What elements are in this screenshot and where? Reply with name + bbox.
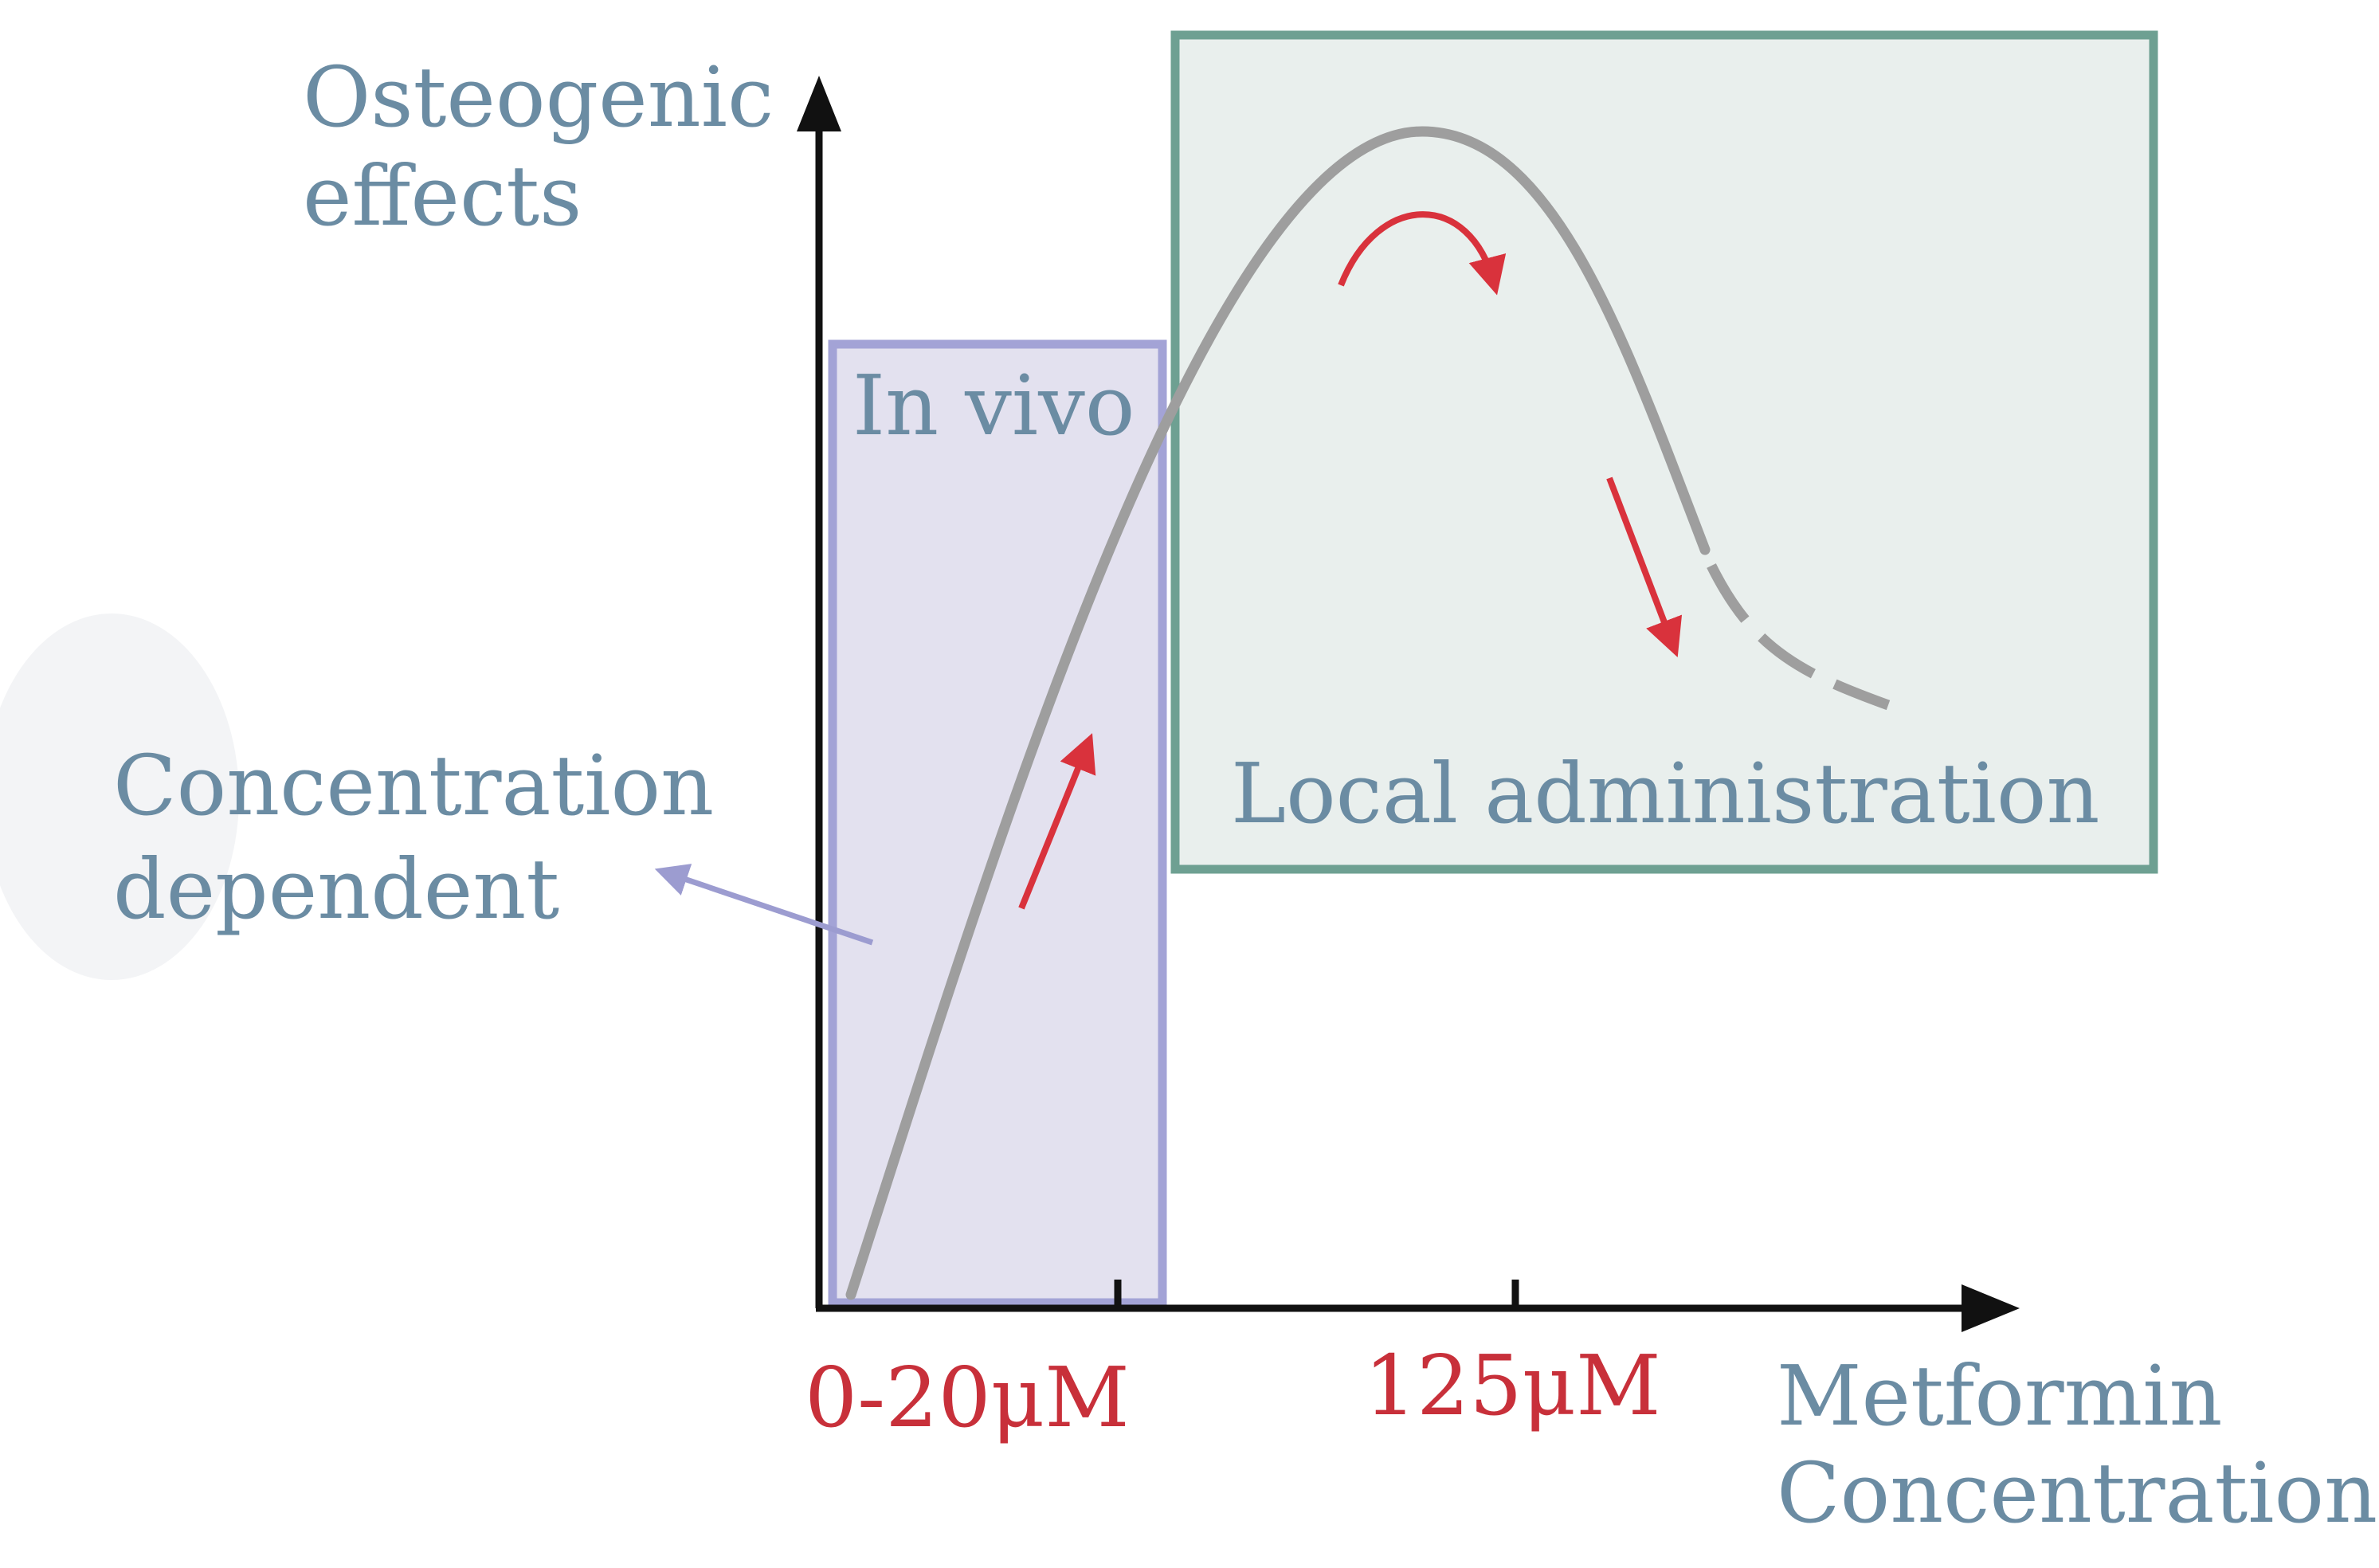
annotation-pointer-arrow <box>654 864 874 946</box>
x-tick-label-125uM: 125μM <box>1364 1337 1661 1434</box>
local-administration-label: Local administration <box>1231 745 2099 842</box>
x-axis-label-line2: Concentration <box>1777 1445 2377 1542</box>
decorative-shadow <box>0 613 239 980</box>
y-axis-label-line2: effects <box>303 147 582 245</box>
response-curve <box>845 126 1711 1300</box>
x-tick-label-0-20uM: 0-20μM <box>805 1349 1130 1446</box>
in-vivo-label: In vivo <box>852 357 1135 454</box>
x-axis-label-line1: Metformin <box>1777 1347 2223 1445</box>
decrease-arrow <box>1606 476 1683 657</box>
response-curve-extrapolated <box>1707 563 1891 711</box>
peak-turn-arrow <box>1338 211 1507 296</box>
annotation-line1: Concentration <box>113 737 714 834</box>
y-axis-arrowhead <box>797 76 841 131</box>
increase-arrow <box>1018 733 1096 910</box>
x-axis-arrowhead <box>1962 1284 2020 1332</box>
annotation-line2: dependent <box>113 841 559 938</box>
y-axis-label-line1: Osteogenic <box>303 49 774 146</box>
in-vivo-region <box>828 339 1167 1307</box>
